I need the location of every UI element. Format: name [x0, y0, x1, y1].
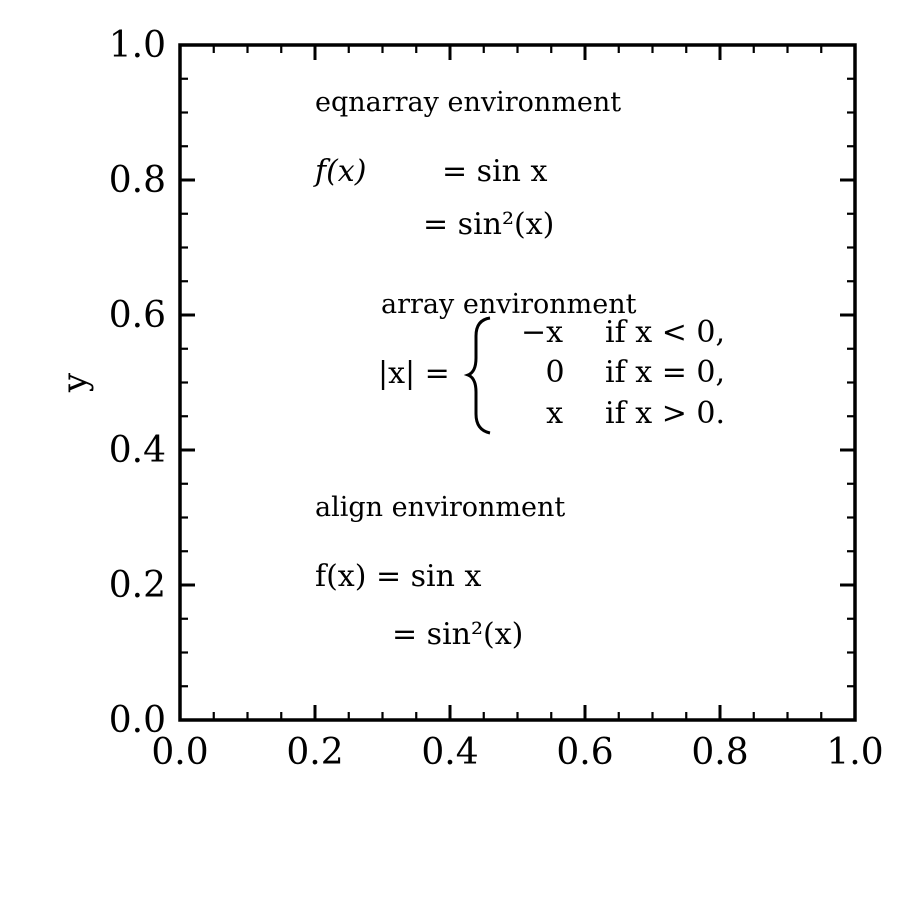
- y-axis-label: y: [55, 372, 95, 393]
- array-case-1-condition: if x < 0,: [605, 315, 725, 350]
- y-tick-label: 0.4: [109, 430, 166, 471]
- plot-frame: [178, 43, 857, 722]
- x-tick-label: 1.0: [826, 732, 883, 773]
- array-lhs: |x| =: [378, 356, 450, 391]
- y-tick-label: 0.6: [109, 295, 166, 336]
- x-tick-label: 0.6: [556, 732, 613, 773]
- align-line2: = sin²(x): [392, 617, 523, 652]
- axis-tick-labels: 0.0 0.2 0.4 0.6 0.8 1.0 0.0 0.2 0.4 0.6 0.8 1.0: [109, 25, 884, 773]
- x-tick-label: 0.4: [421, 732, 478, 773]
- array-block: array environment |x| = −x if x < 0, 0 i…: [378, 289, 725, 435]
- eqnarray-line1-lhs: f(x): [313, 154, 366, 189]
- array-case-2-condition: if x = 0,: [605, 355, 725, 390]
- x-tick-label: 0.0: [151, 732, 208, 773]
- array-heading: array environment: [381, 289, 637, 320]
- array-left-brace: [463, 316, 491, 435]
- array-case-1-value: −x: [521, 315, 563, 350]
- align-heading: align environment: [315, 492, 565, 523]
- array-case-2-value: 0: [545, 355, 564, 390]
- y-tick-label: 0.8: [109, 160, 166, 201]
- eqnarray-line1-rhs: = sin x: [442, 154, 548, 189]
- x-tick-label: 0.2: [286, 732, 343, 773]
- align-line1: f(x) = sin x: [315, 559, 481, 594]
- y-tick-label: 1.0: [109, 25, 166, 66]
- align-block: align environment f(x) = sin x = sin²(x): [315, 492, 565, 652]
- y-tick-label: 0.2: [109, 565, 166, 606]
- eqnarray-heading: eqnarray environment: [315, 87, 621, 118]
- x-tick-label: 0.8: [691, 732, 748, 773]
- array-case-3-value: x: [546, 396, 563, 431]
- array-case-3-condition: if x > 0.: [605, 396, 725, 431]
- eqnarray-block: eqnarray environment f(x) = sin x = sin²…: [313, 87, 621, 242]
- y-tick-label: 0.0: [109, 700, 166, 741]
- eqnarray-line2-rhs: = sin²(x): [423, 207, 554, 242]
